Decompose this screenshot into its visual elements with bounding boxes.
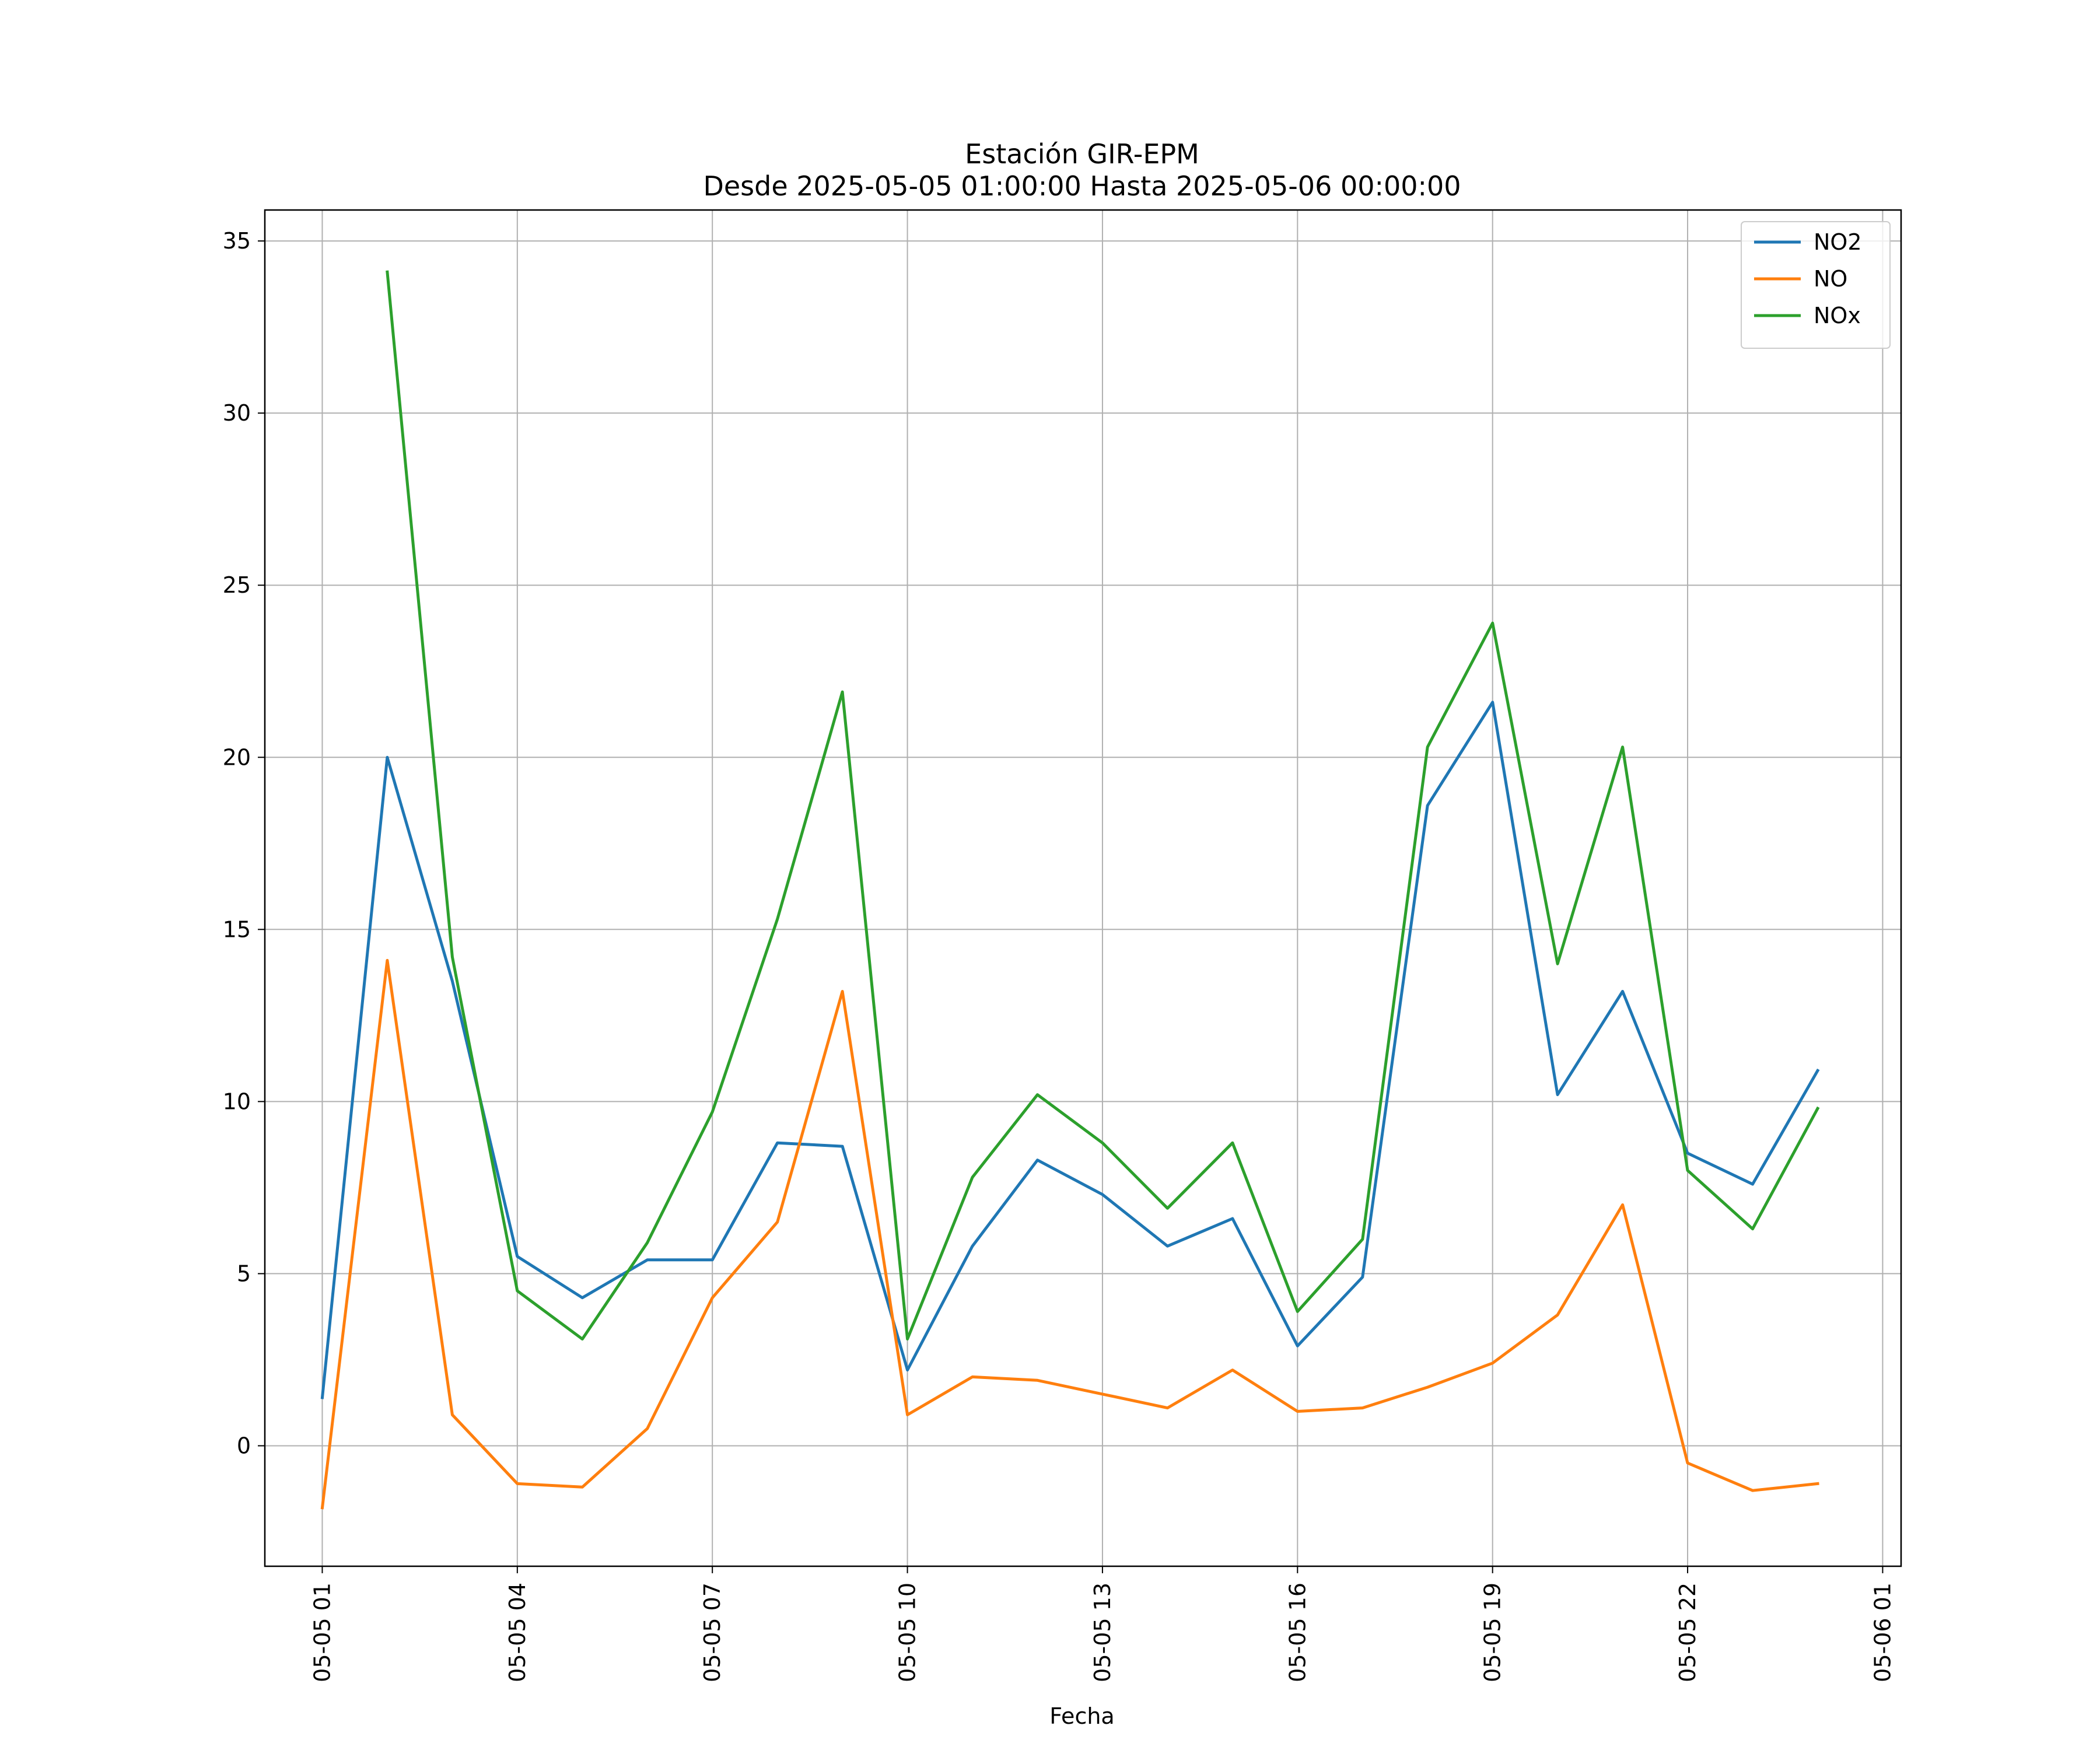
x-tick-label: 05-05 13 [1090, 1583, 1115, 1682]
x-tick-label: 05-06 01 [1870, 1583, 1895, 1682]
x-tick-label: 05-05 19 [1480, 1583, 1506, 1682]
x-tick-label: 05-05 04 [505, 1583, 530, 1682]
legend-label: NO2 [1814, 229, 1862, 255]
y-tick-label: 0 [237, 1433, 251, 1458]
legend-label: NO [1814, 266, 1847, 292]
series-lines [320, 270, 1820, 1510]
legend: NO2 NO NOx [1741, 221, 1891, 349]
plot-frame [264, 209, 1902, 1567]
axis-ticks: 0 5 10 15 20 25 30 35 05-05 01 05-05 04 05-05 07 05… [223, 228, 1896, 1682]
y-tick-label: 30 [223, 400, 251, 426]
series-line-nox [386, 270, 1820, 1340]
y-tick-label: 20 [223, 744, 251, 770]
series-line-no [320, 958, 1819, 1510]
y-tick-label: 35 [223, 228, 251, 254]
legend-label: NOx [1814, 303, 1861, 328]
y-tick-label: 15 [223, 916, 251, 942]
x-tick-label: 05-05 07 [699, 1583, 725, 1682]
x-tick-label: 05-05 10 [895, 1583, 921, 1682]
y-tick-label: 10 [223, 1088, 251, 1114]
chart-title: Estación GIR-EPM [965, 138, 1199, 170]
y-tick-label: 5 [237, 1261, 251, 1286]
x-tick-label: 05-05 01 [309, 1583, 335, 1682]
gridlines [265, 210, 1901, 1566]
chart-subtitle: Desde 2025-05-05 01:00:00 Hasta 2025-05-… [703, 170, 1461, 202]
y-tick-label: 25 [223, 572, 251, 598]
x-tick-label: 05-05 22 [1675, 1583, 1700, 1682]
series-line-no2 [320, 701, 1820, 1399]
x-axis-label: Fecha [1049, 1703, 1114, 1729]
x-tick-label: 05-05 16 [1284, 1583, 1310, 1682]
